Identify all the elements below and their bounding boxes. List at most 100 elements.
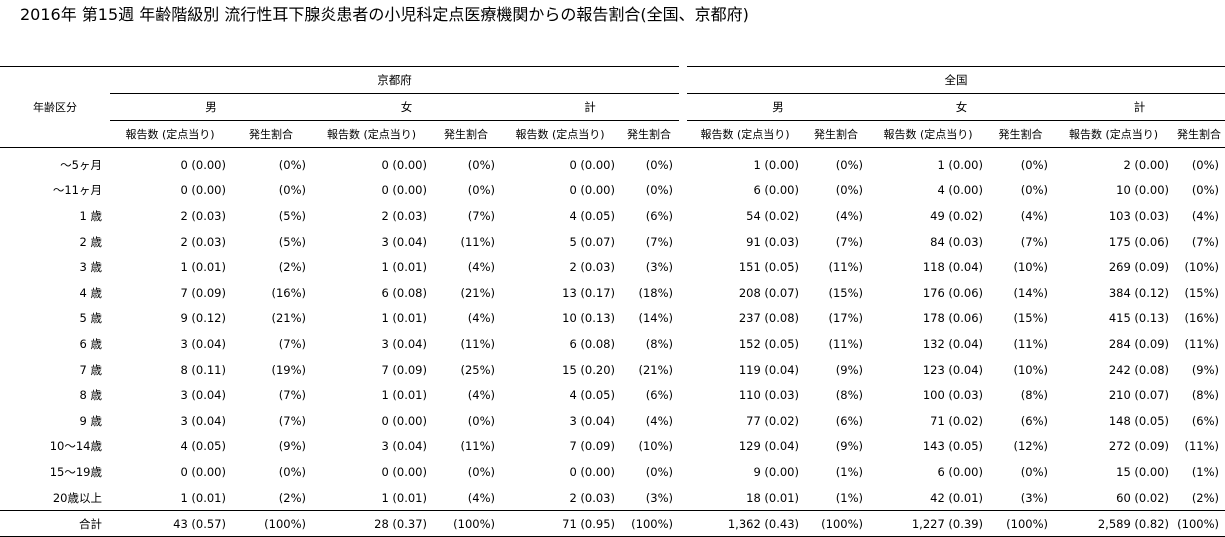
report-count-cell: 0 (0.00) bbox=[180, 464, 226, 479]
rate-cell: (11%) bbox=[828, 336, 863, 351]
report-count-cell: 123 (0.04) bbox=[922, 362, 983, 377]
report-count-cell: 3 (0.04) bbox=[180, 388, 226, 403]
rate-cell: (8%) bbox=[645, 336, 673, 351]
report-count-cell: 178 (0.06) bbox=[922, 311, 983, 326]
rate-cell: (8%) bbox=[1020, 388, 1048, 403]
report-count-cell: 6 (0.08) bbox=[569, 336, 615, 351]
report-count-cell: 237 (0.08) bbox=[738, 311, 799, 326]
report-count-cell: 0 (0.00) bbox=[381, 183, 427, 198]
rate-cell: (1%) bbox=[1191, 464, 1220, 479]
rate-cell: (10%) bbox=[1013, 362, 1048, 377]
report-count-cell: 2,589 (0.82) bbox=[1054, 510, 1173, 537]
rate-cell: (7%) bbox=[278, 388, 306, 403]
report-count-cell: 84 (0.03) bbox=[930, 234, 983, 249]
report-count-cell: 91 (0.03) bbox=[746, 234, 799, 249]
rate-cell: (15%) bbox=[1184, 285, 1220, 300]
pct-header: 発生割合 bbox=[619, 120, 679, 148]
rate-cell: (0%) bbox=[467, 413, 495, 428]
report-count-cell: 2 (0.03) bbox=[569, 260, 615, 275]
report-count-cell: 2 (0.00) bbox=[1123, 157, 1169, 172]
rate-cell: (0%) bbox=[1191, 157, 1220, 172]
age-label: 7 歳 bbox=[79, 362, 102, 377]
report-count-cell: 0 (0.00) bbox=[381, 413, 427, 428]
rate-cell: (15%) bbox=[1013, 311, 1048, 326]
report-count-cell: 1 (0.01) bbox=[180, 260, 226, 275]
age-column-header: 年齢区分 bbox=[0, 66, 110, 148]
rate-cell: (10%) bbox=[1013, 260, 1048, 275]
rate-cell: (0%) bbox=[1191, 183, 1220, 198]
report-count-cell: 6 (0.08) bbox=[381, 285, 427, 300]
rate-cell: (10%) bbox=[1184, 260, 1220, 275]
rate-cell: (18%) bbox=[638, 285, 673, 300]
sex-header-kyoto-female: 女 bbox=[312, 93, 501, 121]
report-count-cell: 4 (0.00) bbox=[937, 183, 983, 198]
report-count-cell: 132 (0.04) bbox=[922, 336, 983, 351]
report-count-cell: 1,362 (0.43) bbox=[687, 510, 803, 537]
report-count-cell: 0 (0.00) bbox=[569, 464, 615, 479]
report-count-cell: 1,227 (0.39) bbox=[869, 510, 987, 537]
report-count-cell: 119 (0.04) bbox=[738, 362, 799, 377]
report-count-cell: 7 (0.09) bbox=[569, 439, 615, 454]
age-label: 15～19歳 bbox=[49, 464, 102, 479]
rate-cell: (4%) bbox=[645, 413, 673, 428]
rate-cell: (9%) bbox=[835, 362, 863, 377]
rate-cell: (7%) bbox=[1020, 234, 1048, 249]
report-count-cell: 269 (0.09) bbox=[1108, 260, 1169, 275]
rate-cell: (7%) bbox=[835, 234, 863, 249]
mumps-age-table: 年齢区分 京都府 全国 男 女 計 男 女 計 報告数 (定点当り) 発生割合 … bbox=[0, 66, 1225, 537]
rate-cell: (11%) bbox=[460, 439, 495, 454]
sex-header-kyoto-male: 男 bbox=[110, 93, 312, 121]
rate-cell: (100%) bbox=[431, 510, 501, 537]
age-label: 8 歳 bbox=[79, 388, 102, 403]
report-count-cell: 3 (0.04) bbox=[569, 413, 615, 428]
rate-cell: (16%) bbox=[271, 285, 306, 300]
count-header: 報告数 (定点当り) bbox=[312, 120, 431, 148]
count-header: 報告数 (定点当り) bbox=[110, 120, 230, 148]
rate-cell: (17%) bbox=[828, 311, 863, 326]
table-total-row: 合計 43 (0.57) (100%) 28 (0.37) (100%) 71 (0.95… bbox=[0, 510, 1225, 537]
report-count-cell: 7 (0.09) bbox=[180, 285, 226, 300]
rate-cell: (11%) bbox=[1184, 439, 1220, 454]
table-row: 9 歳 3 (0.04) (7%) 0 (0.00) (0%) 3 (0.04) (4%) 7… bbox=[0, 408, 1225, 434]
pct-header: 発生割合 bbox=[1173, 120, 1225, 148]
rate-cell: (6%) bbox=[1020, 413, 1048, 428]
table-row: 5 歳 9 (0.12) (21%) 1 (0.01) (4%) 10 (0.13) (14… bbox=[0, 306, 1225, 332]
report-count-cell: 9 (0.12) bbox=[180, 311, 226, 326]
age-label: 10～14歳 bbox=[49, 439, 102, 454]
page-title: 2016年 第15週 年齢階級別 流行性耳下腺炎患者の小児科定点医療機関からの報… bbox=[20, 5, 749, 24]
report-count-cell: 3 (0.04) bbox=[381, 336, 427, 351]
report-count-cell: 13 (0.17) bbox=[562, 285, 615, 300]
report-count-cell: 118 (0.04) bbox=[922, 260, 983, 275]
report-count-cell: 0 (0.00) bbox=[569, 157, 615, 172]
rate-cell: (4%) bbox=[835, 208, 863, 223]
rate-cell: (100%) bbox=[230, 510, 312, 537]
report-count-cell: 3 (0.04) bbox=[381, 234, 427, 249]
age-label: 2 歳 bbox=[79, 234, 102, 249]
rate-cell: (25%) bbox=[460, 362, 495, 377]
sex-header-national-male: 男 bbox=[687, 93, 869, 121]
age-label: 20歳以上 bbox=[52, 490, 102, 505]
rate-cell: (0%) bbox=[835, 157, 863, 172]
rate-cell: (2%) bbox=[1191, 490, 1220, 505]
report-count-cell: 5 (0.07) bbox=[569, 234, 615, 249]
count-header: 報告数 (定点当り) bbox=[869, 120, 987, 148]
age-label: 5 歳 bbox=[79, 311, 102, 326]
report-count-cell: 71 (0.02) bbox=[930, 413, 983, 428]
report-count-cell: 0 (0.00) bbox=[381, 464, 427, 479]
rate-cell: (11%) bbox=[828, 260, 863, 275]
count-header: 報告数 (定点当り) bbox=[501, 120, 619, 148]
report-count-cell: 7 (0.09) bbox=[381, 362, 427, 377]
region-header-national: 全国 bbox=[687, 66, 1225, 94]
pct-header: 発生割合 bbox=[987, 120, 1054, 148]
rate-cell: (8%) bbox=[1191, 388, 1220, 403]
report-count-cell: 3 (0.04) bbox=[180, 413, 226, 428]
table-row: 3 歳 1 (0.01) (2%) 1 (0.01) (4%) 2 (0.03) (3%) 1… bbox=[0, 254, 1225, 280]
sex-header-national-female: 女 bbox=[869, 93, 1054, 121]
report-count-cell: 242 (0.08) bbox=[1108, 362, 1169, 377]
report-count-cell: 208 (0.07) bbox=[738, 285, 799, 300]
rate-cell: (7%) bbox=[1191, 234, 1220, 249]
rate-cell: (11%) bbox=[460, 234, 495, 249]
report-count-cell: 1 (0.00) bbox=[753, 157, 799, 172]
report-count-cell: 1 (0.00) bbox=[937, 157, 983, 172]
